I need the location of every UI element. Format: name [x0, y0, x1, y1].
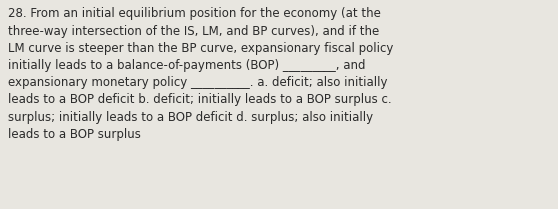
- Text: 28. From an initial equilibrium position for the economy (at the
three-way inter: 28. From an initial equilibrium position…: [8, 7, 394, 141]
